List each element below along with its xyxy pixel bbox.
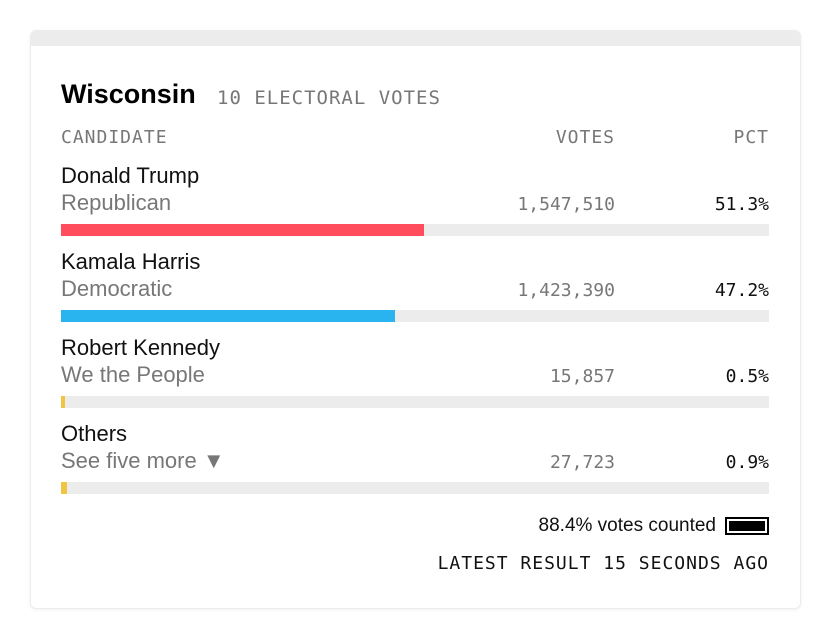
- candidate-party: Republican: [61, 190, 172, 215]
- vote-bar: [61, 482, 68, 494]
- candidate-pct: 47.2%: [714, 280, 769, 301]
- bar-track: [61, 396, 769, 408]
- column-header: VOTES: [555, 127, 615, 148]
- electoral-votes: 10 ELECTORAL VOTES: [217, 87, 441, 109]
- state-title: Wisconsin: [61, 79, 196, 109]
- bar-track: [61, 224, 769, 236]
- latest-result: LATEST RESULT 15 SECONDS AGO: [437, 553, 769, 574]
- results-card: Wisconsin 10 ELECTORAL VOTES CANDIDATE V…: [30, 30, 801, 609]
- vote-bar: [61, 310, 396, 322]
- candidate-party: We the People: [61, 362, 205, 387]
- counted-box: [725, 517, 769, 535]
- candidate-votes: 15,857: [549, 366, 615, 387]
- candidate-votes: 1,423,390: [517, 280, 615, 301]
- column-header: PCT: [733, 127, 769, 148]
- candidate-votes: 1,547,510: [517, 194, 615, 215]
- candidate-pct: 0.5%: [725, 366, 769, 387]
- candidate-pct: 0.9%: [725, 452, 769, 473]
- votes-counted: 88.4% votes counted: [538, 515, 716, 536]
- top-strip: [31, 31, 800, 46]
- bar-track: [61, 482, 769, 494]
- counted-row: 88.4% votes counted: [539, 515, 769, 537]
- candidate-votes: 27,723: [549, 452, 615, 473]
- see-more-link[interactable]: See five more ▼: [61, 448, 225, 473]
- candidate-name: Others: [61, 421, 128, 446]
- bar-track: [61, 310, 769, 322]
- candidate-pct: 51.3%: [714, 194, 769, 215]
- vote-bar: [61, 396, 65, 408]
- candidate-party: Democratic: [61, 276, 173, 301]
- candidate-name: Donald Trump: [61, 163, 200, 188]
- candidate-name: Robert Kennedy: [61, 335, 220, 360]
- candidate-name: Kamala Harris: [61, 249, 201, 274]
- column-header: CANDIDATE: [61, 127, 168, 148]
- vote-bar: [61, 224, 425, 236]
